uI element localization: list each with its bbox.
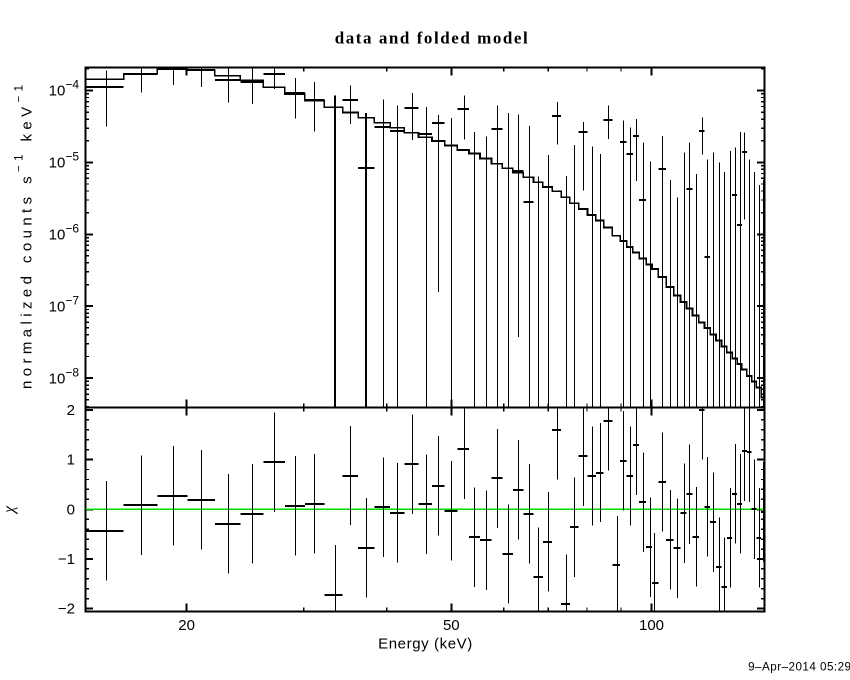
svg-text:100: 100 bbox=[639, 617, 664, 634]
svg-text:data and folded model: data and folded model bbox=[335, 29, 530, 48]
svg-text:−2: −2 bbox=[58, 601, 75, 618]
svg-text:20: 20 bbox=[178, 617, 195, 634]
svg-text:9–Apr–2014 05:29: 9–Apr–2014 05:29 bbox=[748, 661, 850, 674]
svg-text:χ: χ bbox=[1, 505, 18, 515]
svg-text:10−7: 10−7 bbox=[49, 293, 80, 315]
svg-text:10−8: 10−8 bbox=[49, 365, 80, 387]
svg-text:1: 1 bbox=[67, 452, 75, 469]
svg-text:Energy (keV): Energy (keV) bbox=[378, 636, 473, 653]
svg-text:50: 50 bbox=[443, 617, 460, 634]
svg-text:0: 0 bbox=[67, 501, 75, 518]
svg-text:10−5: 10−5 bbox=[49, 150, 80, 172]
svg-text:10−4: 10−4 bbox=[49, 78, 80, 100]
svg-text:10−6: 10−6 bbox=[49, 222, 80, 244]
svg-text:2: 2 bbox=[67, 402, 75, 419]
svg-text:−1: −1 bbox=[58, 551, 75, 568]
svg-text:normalized counts s−1 keV−1: normalized counts s−1 keV−1 bbox=[14, 81, 36, 389]
